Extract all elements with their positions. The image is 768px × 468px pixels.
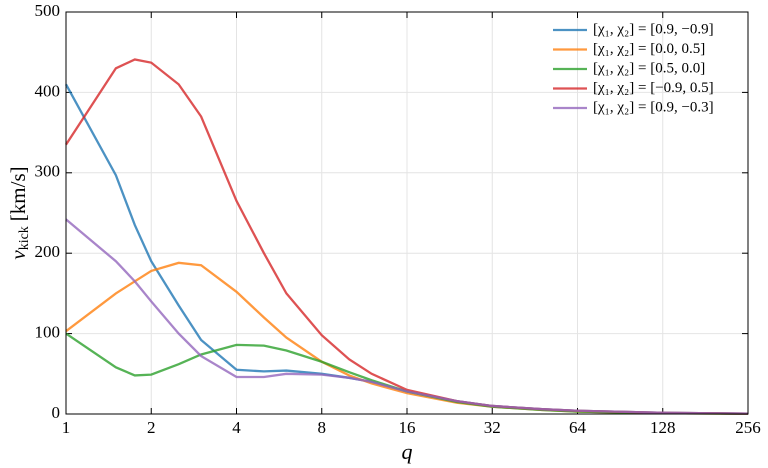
y-tick-label: 100 (35, 323, 61, 342)
legend: [χ₁, χ₂] = [0.9, −0.9] [χ₁, χ₂] = [0.0, 0… (553, 21, 714, 115)
x-axis-label: q (402, 439, 413, 464)
x-tick-label: 64 (569, 418, 587, 437)
y-axis-label: vkick [km/s] (6, 166, 32, 259)
x-tick-label: 128 (650, 418, 676, 437)
plot-frame (65, 11, 749, 415)
x-tick-label: 4 (232, 418, 241, 437)
y-tick-label: 0 (52, 403, 61, 422)
y-label-symbol: v (6, 250, 30, 260)
x-tick-label: 32 (484, 418, 501, 437)
legend-label: [χ₁, χ₂] = [0.9, −0.3] (593, 99, 714, 115)
legend-label: [χ₁, χ₂] = [0.0, 0.5] (593, 41, 705, 57)
y-tick-label: 300 (35, 162, 61, 181)
y-tick-label: 200 (35, 242, 61, 261)
legend-label: [χ₁, χ₂] = [−0.9, 0.5] (593, 80, 714, 96)
legend-label: [χ₁, χ₂] = [0.9, −0.9] (593, 21, 714, 37)
x-tick-label: 1 (62, 418, 71, 437)
legend-label: [χ₁, χ₂] = [0.5, 0.0] (593, 60, 705, 76)
y-label-unit: [km/s] (6, 166, 30, 221)
x-tick-label: 8 (318, 418, 327, 437)
series-line (65, 218, 749, 415)
x-tick-label: 16 (399, 418, 416, 437)
y-tick-label: 500 (35, 1, 61, 20)
x-tick-label: 2 (147, 418, 156, 437)
y-label-subscript: kick (17, 226, 32, 250)
x-tick-label: 256 (735, 418, 761, 437)
y-tick-label: 400 (35, 81, 61, 100)
